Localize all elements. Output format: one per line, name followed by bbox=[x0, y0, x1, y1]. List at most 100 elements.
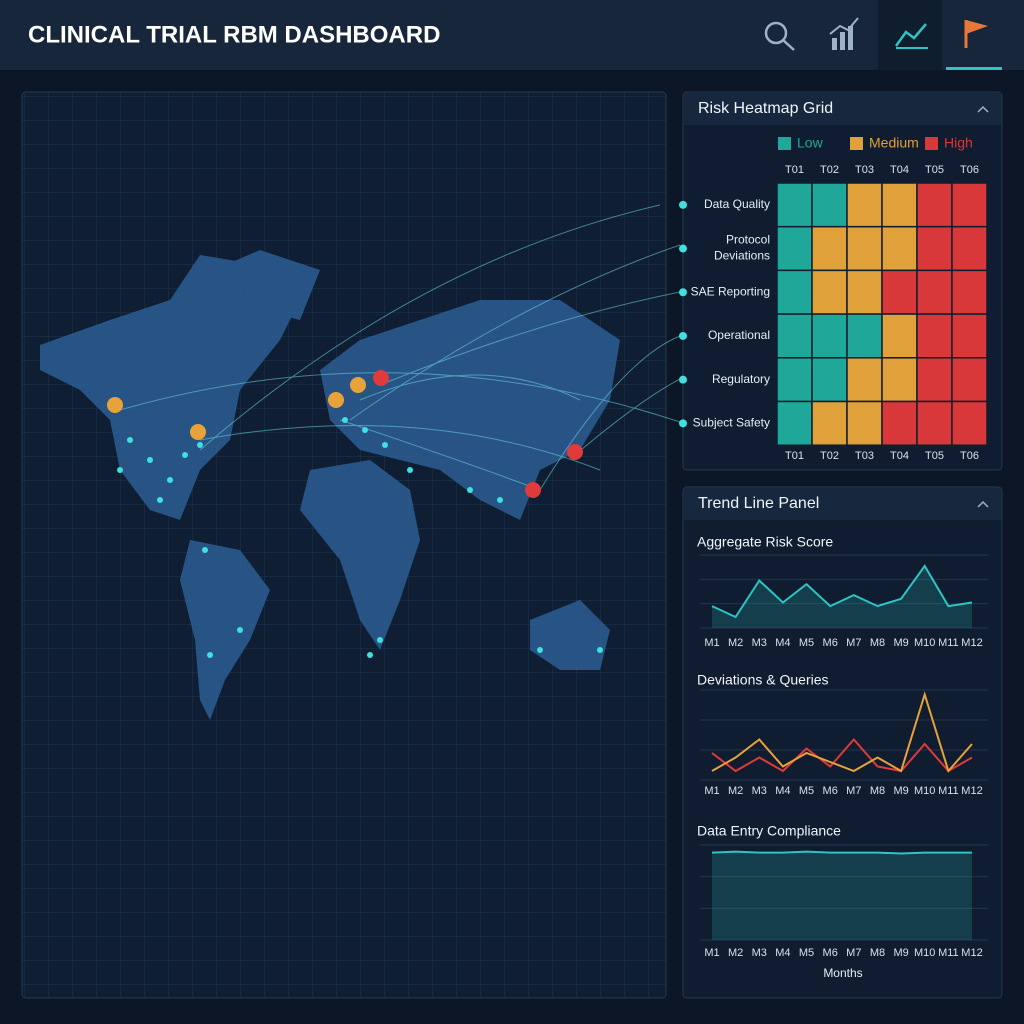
row-connector-dot bbox=[679, 244, 687, 253]
tab-underline bbox=[946, 67, 1002, 70]
heatmap-cell bbox=[846, 269, 883, 315]
heatmap-cell bbox=[916, 357, 953, 403]
column-label: T05 bbox=[925, 164, 944, 176]
x-tick-label: M12 bbox=[961, 947, 982, 959]
column-label: T03 bbox=[855, 450, 874, 462]
heatmap-cell bbox=[881, 400, 918, 446]
legend-label: Medium bbox=[869, 135, 919, 151]
row-connector-dot bbox=[679, 331, 687, 340]
heatmap-cell bbox=[846, 225, 883, 272]
heatmap-cell bbox=[846, 182, 883, 228]
x-tick-label: M11 bbox=[938, 947, 959, 959]
x-tick-label: M5 bbox=[799, 637, 814, 649]
heatmap-cell bbox=[776, 269, 813, 315]
x-tick-label: M5 bbox=[799, 785, 814, 797]
line-area bbox=[712, 566, 972, 628]
heatmap-cell bbox=[776, 400, 813, 446]
x-tick-label: M7 bbox=[846, 785, 861, 797]
heatmap-cell bbox=[846, 357, 883, 403]
x-tick-label: M3 bbox=[752, 637, 767, 649]
heatmap-cell bbox=[776, 182, 813, 228]
heatmap-cell bbox=[776, 225, 813, 272]
heatmap-cell bbox=[811, 357, 848, 403]
site-dots bbox=[117, 417, 603, 658]
x-tick-label: M1 bbox=[704, 785, 719, 797]
x-tick-label: M12 bbox=[961, 637, 982, 649]
line-area bbox=[712, 851, 972, 940]
heatmap-cell bbox=[881, 357, 918, 403]
heatmap-cell bbox=[916, 225, 953, 272]
heatmap-cell bbox=[951, 225, 988, 272]
flag-icon[interactable] bbox=[964, 20, 988, 48]
heatmap-cell bbox=[951, 269, 988, 315]
x-tick-label: M7 bbox=[846, 637, 861, 649]
heatmap-header bbox=[684, 93, 1001, 125]
collapse-icon[interactable] bbox=[977, 500, 989, 508]
x-tick-label: M2 bbox=[728, 947, 743, 959]
row-label: Protocol Deviations bbox=[714, 233, 770, 263]
x-tick-label: M9 bbox=[893, 785, 908, 797]
heatmap-cell bbox=[811, 400, 848, 446]
row-label: Operational bbox=[708, 328, 770, 342]
x-tick-label: M8 bbox=[870, 785, 885, 797]
trend-icon[interactable] bbox=[894, 23, 927, 47]
bar-chart-icon[interactable] bbox=[829, 17, 859, 50]
chart-title: Data Entry Compliance bbox=[697, 823, 841, 839]
x-tick-label: M10 bbox=[914, 637, 935, 649]
legend-swatch bbox=[778, 137, 791, 150]
x-tick-label: M1 bbox=[704, 947, 719, 959]
heatmap-cell bbox=[881, 182, 918, 228]
heatmap-cell bbox=[776, 313, 813, 359]
world-map bbox=[40, 250, 620, 720]
row-label: Subject Safety bbox=[693, 416, 770, 430]
x-tick-label: M4 bbox=[775, 637, 790, 649]
trend-line bbox=[711, 564, 973, 619]
trend-header bbox=[684, 488, 1001, 520]
heatmap-cell bbox=[846, 400, 883, 446]
column-label: T05 bbox=[925, 450, 944, 462]
row-connector-dot bbox=[679, 200, 687, 209]
column-label: T04 bbox=[890, 450, 909, 462]
heatmap-cell bbox=[776, 357, 813, 403]
heatmap-cell bbox=[951, 400, 988, 446]
row-label: Regulatory bbox=[712, 372, 770, 386]
x-tick-label: M3 bbox=[752, 785, 767, 797]
x-tick-label: M6 bbox=[823, 947, 838, 959]
trend-line bbox=[711, 737, 973, 773]
trend-line bbox=[711, 850, 972, 855]
column-label: T01 bbox=[785, 164, 804, 176]
collapse-icon[interactable] bbox=[977, 105, 989, 113]
column-label: T02 bbox=[820, 164, 839, 176]
column-label: T06 bbox=[960, 164, 979, 176]
x-tick-label: M1 bbox=[704, 637, 719, 649]
trend-line bbox=[711, 691, 973, 774]
heatmap-title: Risk Heatmap Grid bbox=[698, 100, 833, 117]
site-pins bbox=[107, 370, 583, 498]
heatmap-cell bbox=[916, 400, 953, 446]
x-tick-label: M8 bbox=[870, 947, 885, 959]
column-label: T04 bbox=[890, 164, 909, 176]
x-tick-label: M6 bbox=[823, 637, 838, 649]
heatmap-cell bbox=[811, 313, 848, 359]
x-tick-label: M7 bbox=[846, 947, 861, 959]
legend-label: High bbox=[944, 135, 973, 151]
x-axis-label: Months bbox=[823, 966, 862, 980]
x-tick-label: M9 bbox=[893, 637, 908, 649]
column-label: T01 bbox=[785, 450, 804, 462]
x-tick-label: M2 bbox=[728, 785, 743, 797]
row-connector-dot bbox=[679, 419, 687, 428]
x-tick-label: M10 bbox=[914, 785, 935, 797]
x-tick-label: M2 bbox=[728, 637, 743, 649]
heatmap-cell bbox=[951, 357, 988, 403]
heatmap-cell bbox=[881, 269, 918, 315]
chart-title: Deviations & Queries bbox=[697, 672, 829, 688]
search-icon[interactable] bbox=[764, 21, 795, 51]
heatmap-cell bbox=[916, 182, 953, 228]
row-connector-dot bbox=[679, 375, 687, 384]
heatmap-cell bbox=[881, 313, 918, 359]
connection-lines bbox=[119, 204, 681, 491]
row-label: SAE Reporting bbox=[691, 284, 770, 298]
row-connector-dot bbox=[679, 288, 687, 297]
heatmap-cell bbox=[881, 225, 918, 272]
